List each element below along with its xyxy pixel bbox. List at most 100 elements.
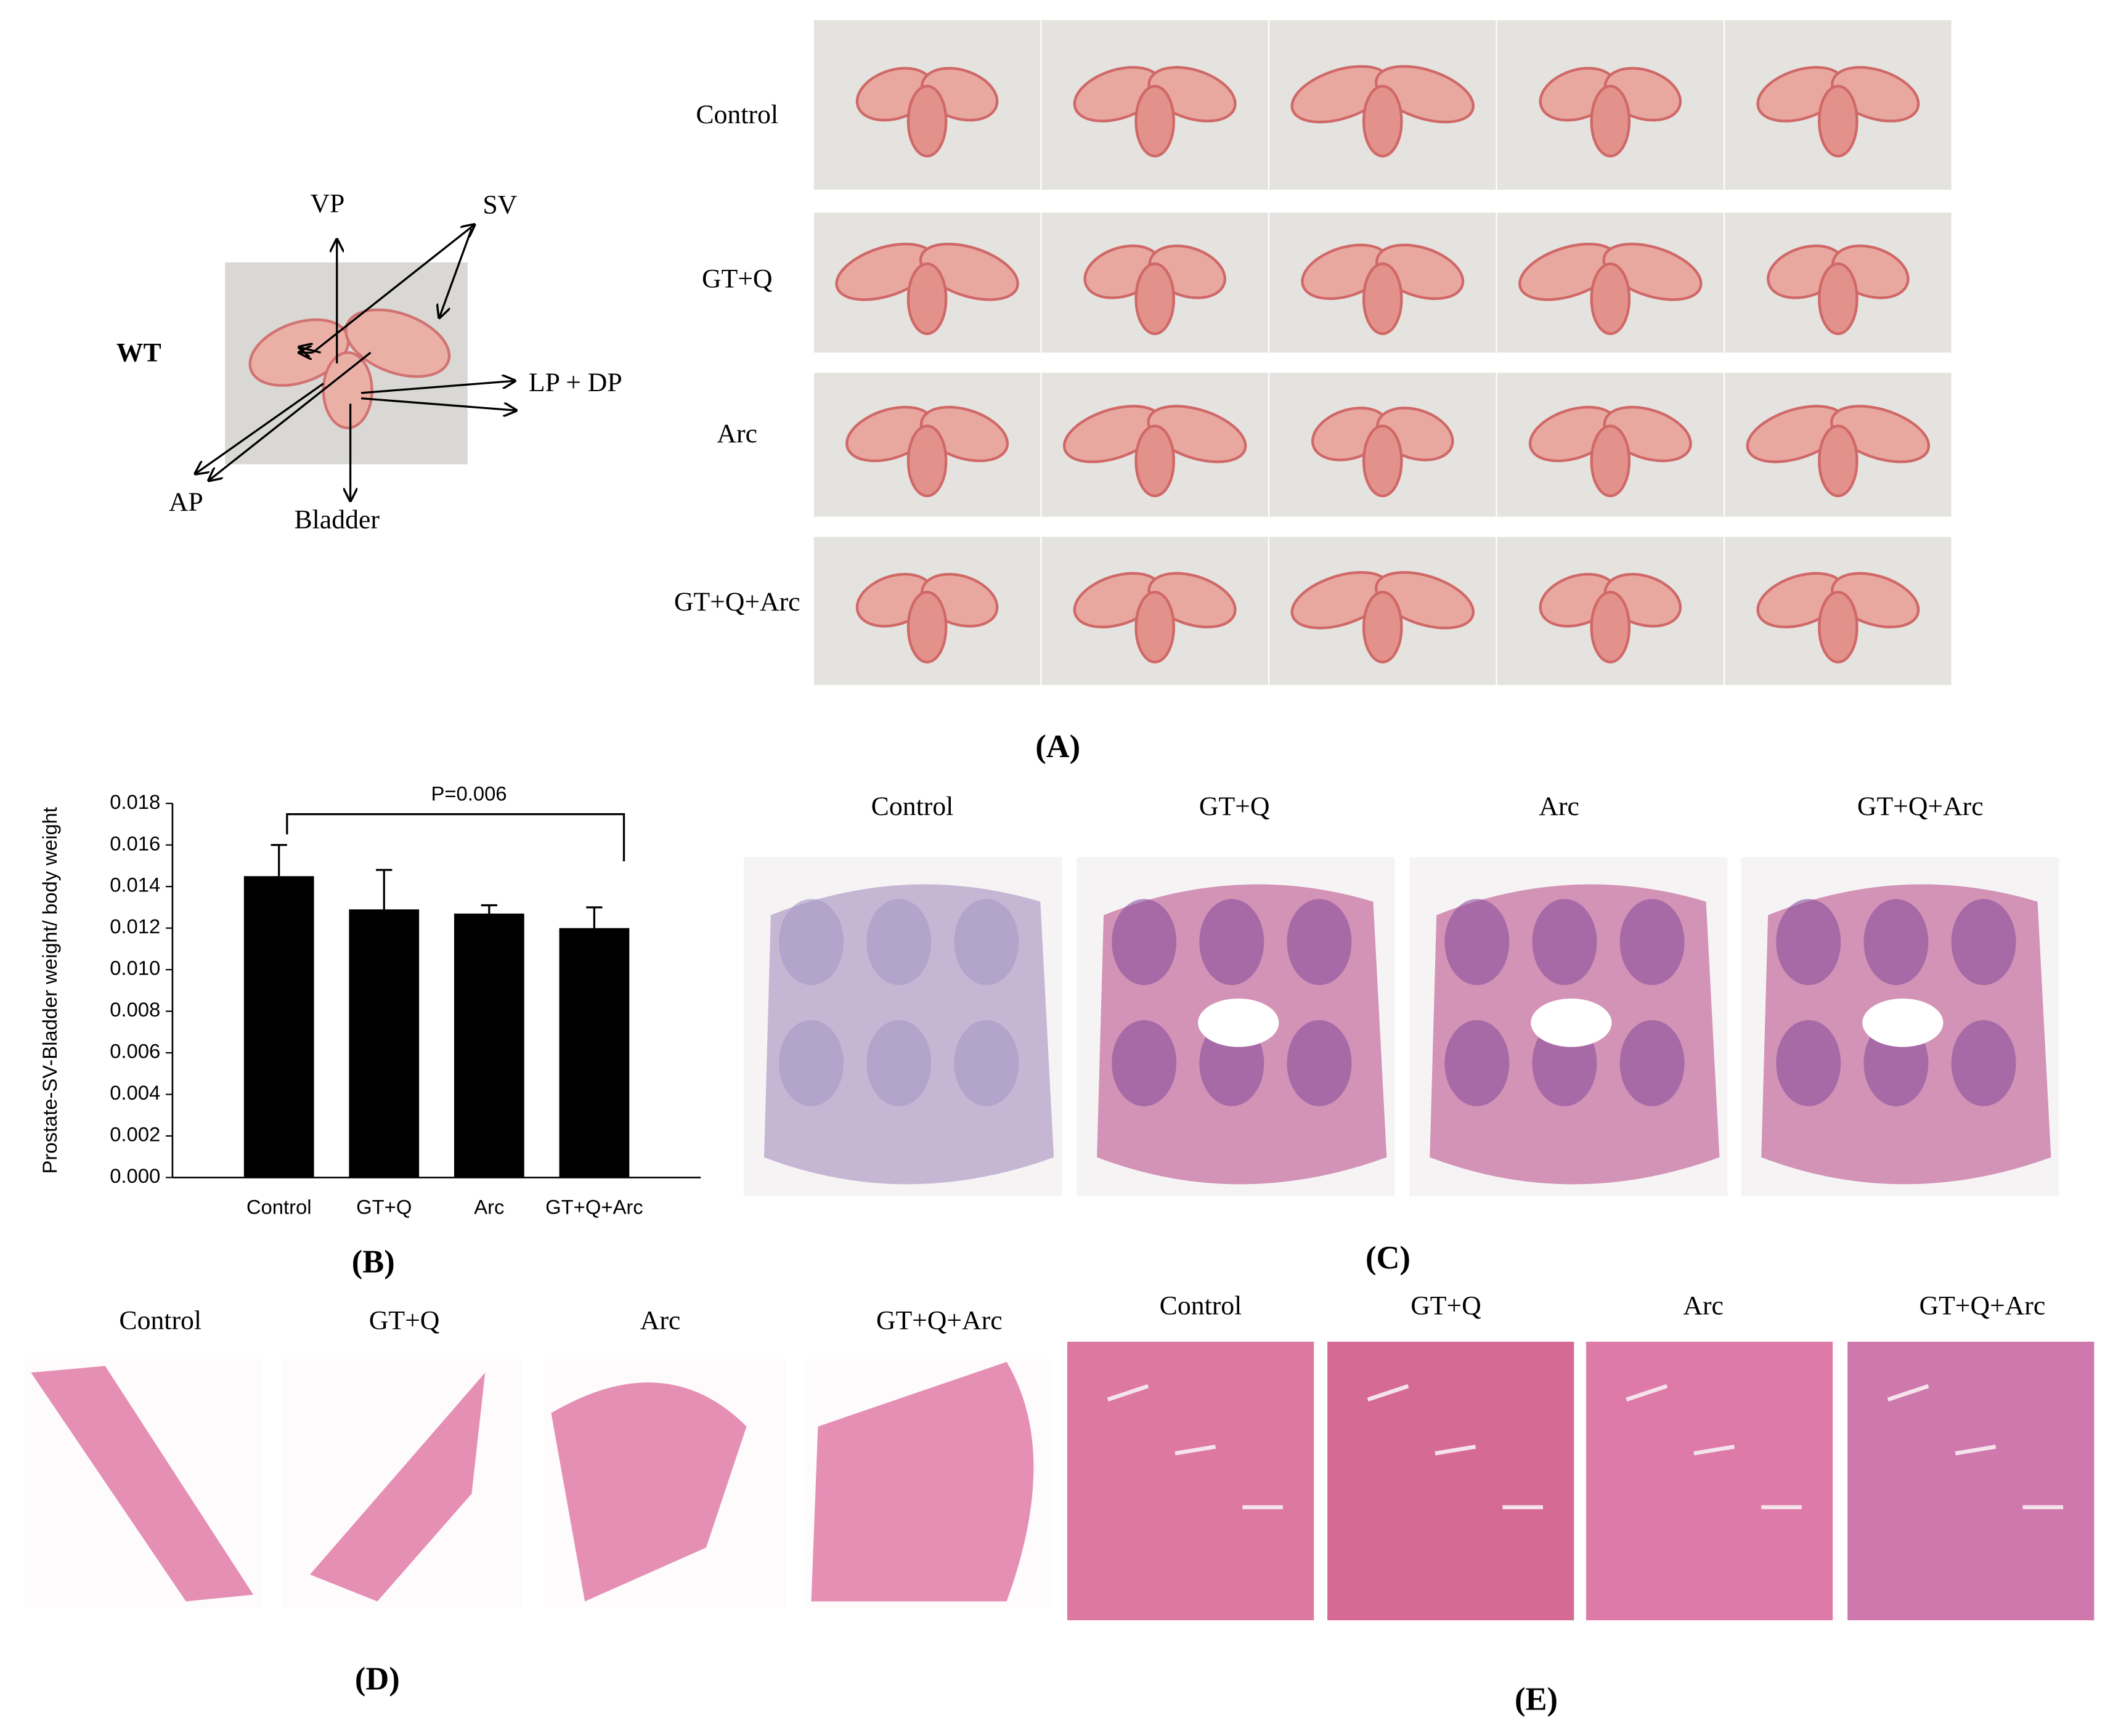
gland — [1444, 1020, 1510, 1106]
group-label: GT+Q+Arc — [876, 1305, 1003, 1335]
gland — [1863, 899, 1929, 986]
y-tick-label: 0.014 — [110, 874, 160, 896]
caption: (B) — [352, 1244, 395, 1280]
organ-lobe — [1590, 590, 1631, 663]
vessel — [1175, 1445, 1216, 1456]
x-tick-label: Arc — [474, 1195, 504, 1218]
wt-label: WT — [116, 338, 161, 368]
gland — [1951, 899, 2016, 986]
gland — [1112, 899, 1177, 986]
group-label: Arc — [1539, 792, 1579, 821]
group-label: Arc — [1683, 1291, 1724, 1320]
organ-lobe — [1818, 424, 1859, 498]
row-label: GT+Q+Arc — [674, 587, 800, 617]
organ — [1767, 244, 1910, 335]
vessel — [1435, 1445, 1476, 1456]
histology-image — [1847, 1341, 2095, 1621]
organ-lobe — [1590, 262, 1631, 335]
y-tick-label: 0.004 — [110, 1081, 160, 1104]
tissue — [309, 1373, 486, 1602]
organ-lobe — [1818, 262, 1859, 335]
gland — [1287, 899, 1352, 986]
gland — [1112, 1020, 1177, 1106]
organ-lobe — [1134, 424, 1175, 498]
row-label: Arc — [717, 419, 757, 448]
group-label: Control — [119, 1305, 202, 1335]
organ — [1518, 242, 1703, 335]
gland — [1776, 1020, 1841, 1106]
gland — [866, 1020, 932, 1106]
group-label: Arc — [640, 1305, 681, 1335]
histology-image — [1586, 1341, 1833, 1621]
gland — [1619, 899, 1685, 986]
gland — [1287, 1020, 1352, 1106]
organ — [1083, 244, 1226, 335]
y-tick-label: 0.002 — [110, 1123, 160, 1146]
organ-lobe — [1362, 262, 1403, 335]
error-bar — [586, 906, 603, 928]
caption: (C) — [1366, 1240, 1411, 1276]
annotation: P=0.006 — [431, 782, 507, 805]
organ — [1539, 572, 1682, 663]
organ — [1746, 405, 1931, 498]
gland — [1199, 899, 1264, 986]
organ — [1290, 570, 1475, 663]
histology-image — [1327, 1341, 1574, 1621]
organ-lobe — [1818, 84, 1859, 158]
organ-lobe — [906, 424, 948, 498]
row-label: GT+Q — [702, 264, 773, 294]
annotation: LP + DP — [529, 368, 622, 397]
row-label: Control — [696, 100, 778, 129]
bar — [454, 913, 524, 1178]
bar — [559, 928, 630, 1178]
gland — [1951, 1020, 2016, 1106]
gland — [1444, 899, 1510, 986]
organ-lobe — [1134, 590, 1175, 663]
organ-lobe — [906, 262, 948, 335]
lumen — [1862, 998, 1944, 1047]
organ — [1756, 66, 1920, 158]
organ — [855, 572, 999, 663]
organ — [1073, 572, 1237, 663]
y-tick-label: 0.006 — [110, 1040, 160, 1063]
x-tick-label: GT+Q+Arc — [545, 1195, 643, 1218]
organ-lobe — [906, 84, 948, 158]
annotation: SV — [482, 190, 517, 219]
group-label: Control — [871, 792, 954, 821]
organ — [835, 242, 1019, 335]
group-label: GT+Q — [369, 1305, 440, 1335]
y-tick-label: 0.008 — [110, 998, 160, 1021]
gland — [779, 1020, 844, 1106]
x-tick-label: Control — [246, 1195, 312, 1218]
organ — [1311, 407, 1454, 498]
y-tick-label: 0.000 — [110, 1164, 160, 1187]
annotation: AP — [169, 487, 203, 517]
tissue — [551, 1382, 747, 1602]
organ-lobe — [1134, 84, 1175, 158]
group-label: Control — [1160, 1291, 1242, 1320]
y-axis-label: Prostate-SV-Bladder weight/ body weight — [38, 807, 61, 1174]
organ-lobe — [1590, 424, 1631, 498]
organ — [845, 405, 1009, 498]
group-label: GT+Q — [1411, 1291, 1481, 1320]
y-tick-label: 0.012 — [110, 915, 160, 938]
tissue — [811, 1361, 1034, 1602]
group-label: GT+Q+Arc — [1857, 792, 1984, 821]
caption: (A) — [1035, 729, 1080, 765]
group-label: GT+Q — [1199, 792, 1270, 821]
organ-lobe — [1362, 84, 1403, 158]
lumen — [1198, 998, 1279, 1047]
tissue — [31, 1366, 254, 1602]
error-bar — [271, 843, 287, 877]
gland — [954, 1020, 1019, 1106]
bar — [243, 876, 314, 1178]
organ — [855, 67, 999, 158]
gland — [1776, 899, 1841, 986]
photo-layer — [24, 20, 2095, 1621]
significance-bracket — [286, 813, 625, 862]
organ-lobe — [1362, 424, 1403, 498]
y-tick-label: 0.018 — [110, 790, 160, 813]
vessel — [1107, 1384, 1149, 1401]
